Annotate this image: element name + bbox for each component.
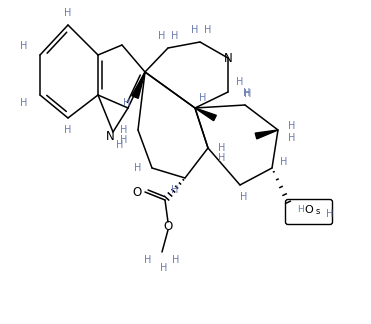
Text: H: H <box>20 98 28 108</box>
Text: H: H <box>123 98 131 108</box>
Text: H: H <box>191 25 199 35</box>
Polygon shape <box>255 130 278 139</box>
Text: H: H <box>116 140 124 150</box>
Text: H: H <box>171 31 179 41</box>
Text: H: H <box>240 192 248 202</box>
Text: H: H <box>158 31 166 41</box>
Text: H: H <box>160 263 168 273</box>
Text: s: s <box>316 206 320 215</box>
Text: H: H <box>288 121 296 131</box>
Text: H: H <box>144 255 152 265</box>
Text: N: N <box>224 52 232 64</box>
Text: H: H <box>120 135 128 145</box>
Text: H: H <box>218 153 226 163</box>
Text: O: O <box>163 219 173 233</box>
Text: H: H <box>243 88 251 98</box>
Text: H: H <box>20 41 28 51</box>
Text: H: H <box>64 125 72 135</box>
Text: H: H <box>134 163 142 173</box>
Polygon shape <box>132 72 145 98</box>
Text: O: O <box>305 205 313 215</box>
Text: H: H <box>326 209 334 219</box>
Text: H: H <box>297 205 303 214</box>
Text: H: H <box>218 143 226 153</box>
Text: H: H <box>64 8 72 18</box>
Polygon shape <box>195 108 216 121</box>
Text: H: H <box>280 157 288 167</box>
Text: H: H <box>236 77 244 87</box>
FancyBboxPatch shape <box>286 200 332 225</box>
Text: H: H <box>199 93 207 103</box>
Text: O: O <box>132 186 142 199</box>
Text: H: H <box>204 25 212 35</box>
Text: H: H <box>120 125 128 135</box>
Text: H: H <box>244 89 252 99</box>
Text: H: H <box>171 185 179 195</box>
Text: H: H <box>288 133 296 143</box>
Text: H: H <box>172 255 180 265</box>
Text: N: N <box>106 130 114 143</box>
